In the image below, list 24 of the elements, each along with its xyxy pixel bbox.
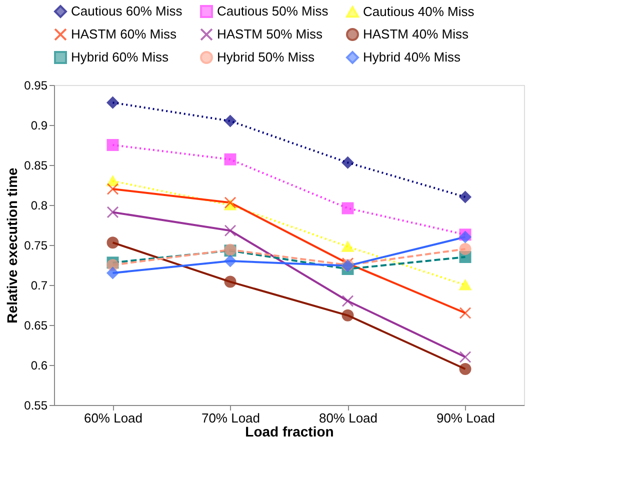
y-tick-label: 0.8 <box>30 198 48 212</box>
y-tick-label: 0.65 <box>24 318 48 332</box>
y-tick-label: 0.85 <box>24 158 48 172</box>
y-axis-title: Relative execution time <box>4 167 20 324</box>
y-tick-label: 0.55 <box>24 398 48 412</box>
legend-label: Cautious 40% Miss <box>363 4 475 19</box>
legend-label: HASTM 50% Miss <box>217 26 323 42</box>
legend-label: Hybrid 50% Miss <box>217 50 316 64</box>
legend-label: HASTM 60% Miss <box>71 26 177 42</box>
x-tick-label: 80% Load <box>318 410 378 426</box>
y-tick-label: 0.75 <box>24 238 48 252</box>
x-axis-title: Load fraction <box>245 424 334 440</box>
y-tick-label: 0.9 <box>30 118 48 132</box>
x-tick-label: 60% Load <box>84 410 143 426</box>
x-tick-label: 70% Load <box>201 410 260 426</box>
legend-label: Cautious 50% Miss <box>217 4 329 19</box>
y-tick-label: 0.95 <box>24 78 48 92</box>
y-tick-label: 0.6 <box>30 358 48 372</box>
legend-label: Hybrid 40% Miss <box>363 50 462 64</box>
x-tick-label: 90% Load <box>436 410 496 426</box>
legend-label: Cautious 60% Miss <box>71 4 183 19</box>
legend-label: HASTM 40% Miss <box>363 26 469 42</box>
y-tick-label: 0.7 <box>30 278 48 292</box>
legend-label: Hybrid 60% Miss <box>71 50 170 64</box>
